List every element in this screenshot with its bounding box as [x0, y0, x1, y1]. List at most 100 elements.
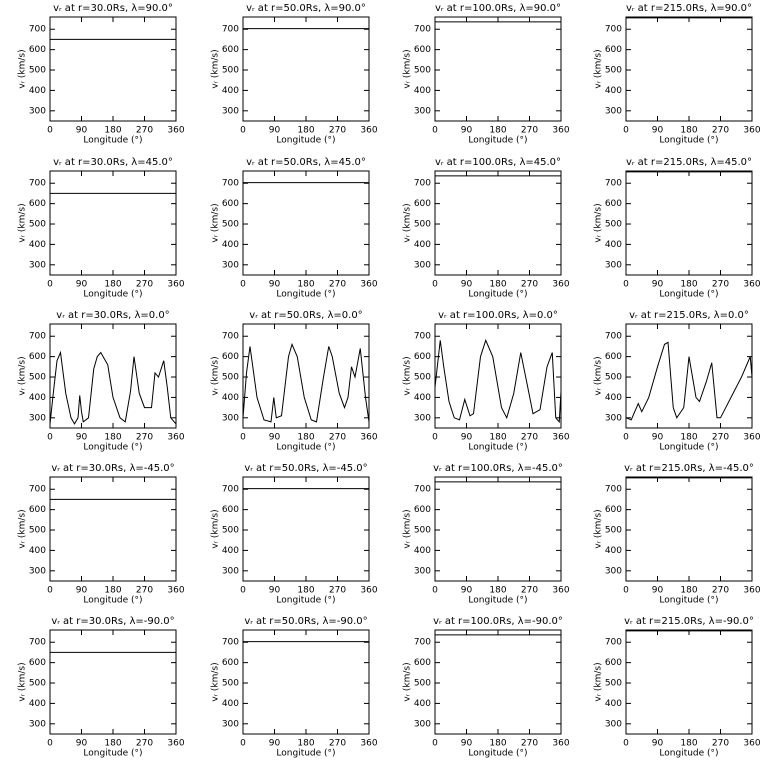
y-axis-label: vᵣ (km/s): [403, 509, 413, 548]
y-tick-label: 400: [29, 699, 46, 709]
y-tick-label: 300: [222, 413, 239, 423]
y-tick-label: 600: [29, 45, 46, 55]
panel: vᵣ at r=215.0Rs, λ=45.0° 0 90 180 270 360 300 4…: [594, 157, 761, 300]
x-tick-label: 0: [240, 126, 246, 136]
panel-title: vᵣ at r=215.0Rs, λ=-45.0°: [624, 463, 754, 474]
x-tick-label: 90: [652, 280, 664, 290]
y-tick-label: 500: [414, 679, 431, 689]
y-tick-label: 300: [222, 566, 239, 576]
panel: vᵣ at r=100.0Rs, λ=-90.0° 0 90 180 270 360 300…: [403, 616, 570, 759]
panel-title: vᵣ at r=215.0Rs, λ=-90.0°: [624, 616, 754, 627]
y-tick-label: 300: [29, 260, 46, 270]
x-tick-label: 270: [712, 433, 729, 443]
x-tick-label: 270: [136, 280, 153, 290]
panel: vᵣ at r=30.0Rs, λ=-45.0° 0 90 180 270 360 300 4…: [18, 463, 185, 606]
y-tick-label: 700: [605, 179, 622, 189]
y-tick-label: 600: [222, 658, 239, 668]
y-tick-label: 700: [222, 332, 239, 342]
x-tick-label: 180: [680, 739, 697, 749]
x-tick-label: 90: [269, 739, 281, 749]
y-tick-label: 600: [605, 45, 622, 55]
x-tick-label: 180: [104, 126, 121, 136]
y-tick-label: 300: [29, 719, 46, 729]
x-tick-label: 270: [521, 739, 538, 749]
y-axis-label: vᵣ (km/s): [18, 49, 28, 88]
x-tick-label: 360: [552, 739, 569, 749]
plot-frame: [49, 170, 177, 276]
x-axis-label: Longitude (°): [276, 596, 335, 606]
y-tick-label: 600: [605, 352, 622, 362]
x-tick-label: 360: [167, 739, 184, 749]
x-tick-label: 360: [167, 586, 184, 596]
x-tick-label: 360: [360, 586, 377, 596]
x-tick-label: 270: [136, 433, 153, 443]
plot-frame: [49, 323, 177, 429]
plot-frame: [242, 323, 370, 429]
panel: vᵣ at r=100.0Rs, λ=0.0° 0 90 180 270 360 300 40…: [403, 310, 570, 453]
x-tick-label: 180: [104, 586, 121, 596]
plot-frame: [625, 16, 753, 122]
y-tick-label: 600: [414, 658, 431, 668]
y-tick-label: 500: [605, 526, 622, 536]
x-tick-label: 0: [47, 739, 53, 749]
x-axis-label: Longitude (°): [659, 443, 718, 453]
panel-title: vᵣ at r=50.0Rs, λ=0.0°: [249, 310, 362, 321]
y-tick-label: 700: [29, 485, 46, 495]
x-tick-label: 90: [76, 280, 88, 290]
x-tick-label: 0: [432, 280, 438, 290]
y-axis-label: vᵣ (km/s): [18, 356, 28, 395]
x-tick-label: 360: [743, 280, 760, 290]
x-tick-label: 360: [743, 433, 760, 443]
y-tick-label: 500: [222, 66, 239, 76]
y-axis-label: vᵣ (km/s): [211, 356, 221, 395]
x-tick-label: 0: [47, 280, 53, 290]
plot-frame: [49, 16, 177, 122]
y-tick-label: 500: [414, 66, 431, 76]
y-tick-label: 400: [414, 699, 431, 709]
x-tick-label: 0: [47, 126, 53, 136]
x-tick-label: 90: [652, 126, 664, 136]
x-tick-label: 270: [521, 433, 538, 443]
x-tick-label: 360: [167, 280, 184, 290]
panel: vᵣ at r=30.0Rs, λ=0.0° 0 90 180 270 360 300 400…: [18, 310, 185, 453]
x-tick-label: 0: [623, 586, 629, 596]
panel: vᵣ at r=30.0Rs, λ=90.0° 0 90 180 270 360 300 40…: [18, 3, 185, 146]
y-tick-label: 700: [222, 179, 239, 189]
x-tick-label: 180: [680, 586, 697, 596]
y-tick-label: 700: [29, 638, 46, 648]
x-tick-label: 180: [489, 586, 506, 596]
x-tick-label: 0: [240, 586, 246, 596]
x-tick-label: 270: [136, 739, 153, 749]
x-tick-label: 270: [712, 126, 729, 136]
y-tick-label: 500: [222, 373, 239, 383]
x-tick-label: 180: [297, 739, 314, 749]
x-tick-label: 0: [47, 586, 53, 596]
x-tick-label: 180: [104, 739, 121, 749]
panel-title: vᵣ at r=30.0Rs, λ=-45.0°: [51, 463, 174, 474]
y-tick-label: 600: [605, 658, 622, 668]
panel-title: vᵣ at r=50.0Rs, λ=90.0°: [246, 3, 366, 14]
y-tick-label: 300: [605, 260, 622, 270]
panel-title: vᵣ at r=30.0Rs, λ=-90.0°: [51, 616, 174, 627]
panel-title: vᵣ at r=215.0Rs, λ=90.0°: [626, 3, 752, 14]
panel-title: vᵣ at r=215.0Rs, λ=45.0°: [626, 157, 752, 168]
x-tick-label: 270: [712, 739, 729, 749]
y-tick-label: 500: [29, 526, 46, 536]
y-tick-label: 600: [414, 45, 431, 55]
panel-title: vᵣ at r=30.0Rs, λ=0.0°: [56, 310, 169, 321]
y-tick-label: 400: [222, 699, 239, 709]
x-tick-label: 0: [240, 433, 246, 443]
x-tick-label: 90: [76, 739, 88, 749]
x-tick-label: 180: [489, 739, 506, 749]
x-tick-label: 360: [552, 433, 569, 443]
y-tick-label: 400: [605, 699, 622, 709]
y-axis-label: vᵣ (km/s): [403, 203, 413, 242]
x-tick-label: 90: [76, 433, 88, 443]
panel: vᵣ at r=215.0Rs, λ=-90.0° 0 90 180 270 360 300…: [594, 616, 761, 759]
data-line: [625, 341, 753, 421]
y-tick-label: 600: [29, 199, 46, 209]
x-tick-label: 90: [269, 126, 281, 136]
y-tick-label: 500: [605, 220, 622, 230]
panel-title: vᵣ at r=50.0Rs, λ=-90.0°: [244, 616, 367, 627]
y-tick-label: 700: [29, 25, 46, 35]
